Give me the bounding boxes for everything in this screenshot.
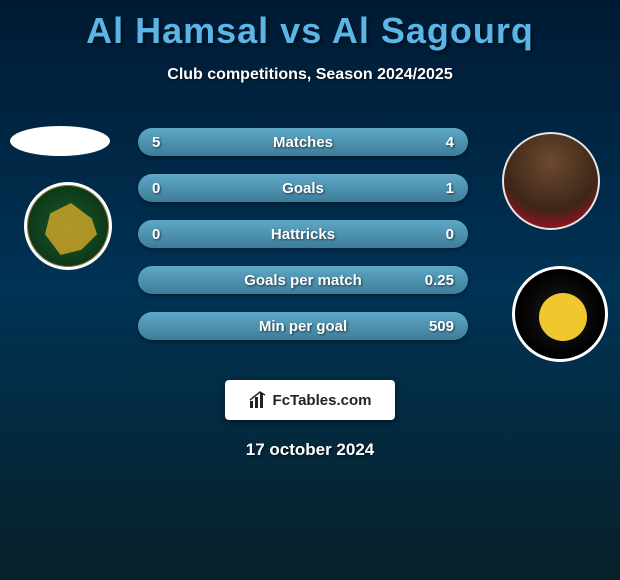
stat-left-value: 0 [152,180,160,197]
stat-label: Goals per match [138,272,468,289]
comparison-title: Al Hamsal vs Al Sagourq [0,0,620,52]
club-badge-right [512,266,608,362]
stat-row-matches: 5 Matches 4 [138,128,468,156]
stat-row-gpm: Goals per match 0.25 [138,266,468,294]
brand-text: FcTables.com [273,392,372,409]
stat-row-goals: 0 Goals 1 [138,174,468,202]
player-right-avatar [502,132,600,230]
comparison-date: 17 october 2024 [0,440,620,460]
stat-right-value: 0 [446,226,454,243]
stat-label: Goals [138,180,468,197]
brand-badge[interactable]: FcTables.com [225,380,395,420]
stat-right-value: 1 [446,180,454,197]
stat-label: Hattricks [138,226,468,243]
stat-right-value: 4 [446,134,454,151]
player-left-avatar [10,126,110,156]
comparison-body: 5 Matches 4 0 Goals 1 0 Hattricks 0 Goal… [0,118,620,368]
stat-right-value: 0.25 [425,272,454,289]
stat-label: Matches [138,134,468,151]
stat-right-value: 509 [429,318,454,335]
stat-label: Min per goal [138,318,468,335]
stats-column: 5 Matches 4 0 Goals 1 0 Hattricks 0 Goal… [138,128,468,358]
club-badge-left [24,182,112,270]
stat-left-value: 0 [152,226,160,243]
stat-row-hattricks: 0 Hattricks 0 [138,220,468,248]
stat-row-mpg: Min per goal 509 [138,312,468,340]
bar-chart-icon [249,391,267,409]
comparison-subtitle: Club competitions, Season 2024/2025 [0,66,620,84]
stat-left-value: 5 [152,134,160,151]
